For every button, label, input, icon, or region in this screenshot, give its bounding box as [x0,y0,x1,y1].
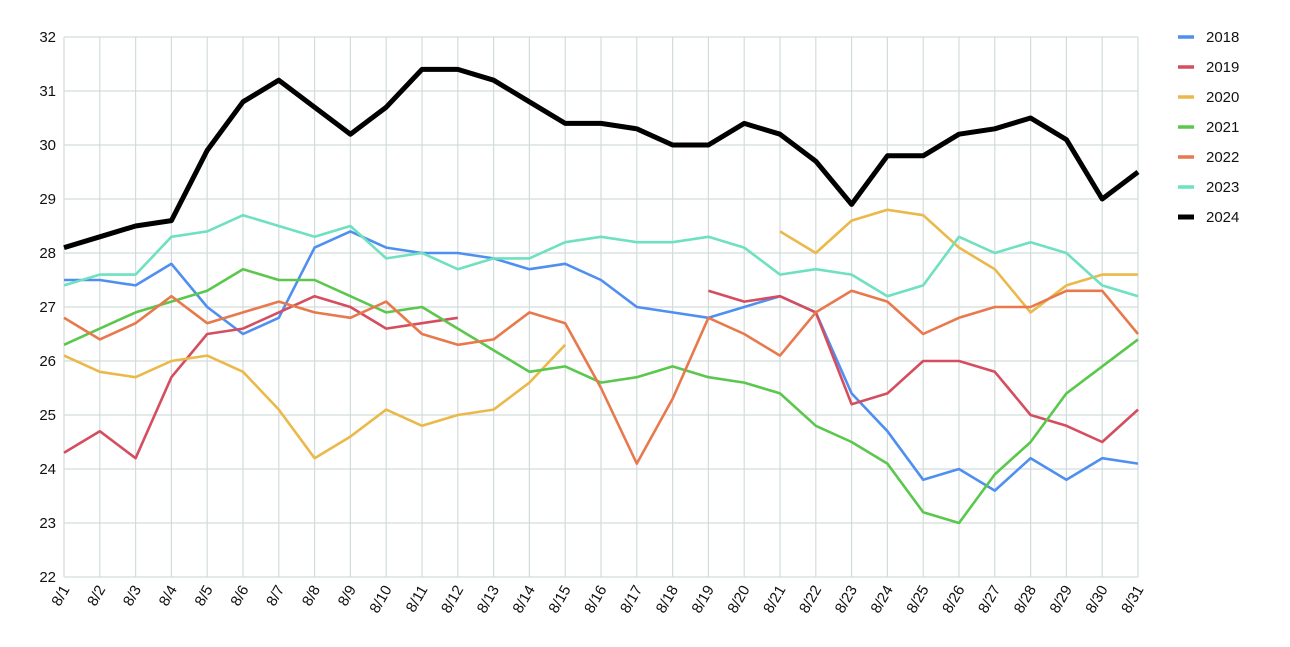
series-line-2023 [63,213,1139,298]
y-axis-ticks: 22 23 24 25 26 27 28 29 30 31 32 [39,29,56,586]
legend-label-2024: 2024 [1206,209,1239,226]
x-tick-label: 8/24 [868,583,897,617]
y-tick-label: 30 [39,137,56,154]
x-tick-label: 8/30 [1082,583,1111,617]
x-tick-label: 8/31 [1118,583,1147,617]
legend-label-2019: 2019 [1206,59,1239,76]
x-tick-label: 8/17 [617,583,646,617]
x-tick-label: 8/7 [263,583,288,610]
y-tick-label: 27 [39,299,56,316]
x-tick-label: 8/1 [48,583,73,610]
legend-label-2021: 2021 [1206,119,1239,136]
x-tick-label: 8/21 [760,583,789,617]
x-tick-label: 8/5 [192,583,217,610]
x-tick-label: 8/12 [438,583,467,617]
x-tick-label: 8/25 [903,583,932,617]
legend-label-2018: 2018 [1206,29,1239,46]
y-tick-label: 23 [39,515,56,532]
x-tick-label: 8/29 [1047,583,1076,617]
series-line-2020 [63,208,1138,460]
legend-label-2022: 2022 [1206,149,1239,166]
x-tick-label: 8/26 [939,583,968,617]
x-tick-label: 8/16 [581,583,610,617]
x-tick-label: 8/27 [975,583,1004,617]
x-tick-label: 8/2 [84,583,109,610]
x-tick-label: 8/13 [474,583,503,617]
x-tick-label: 8/6 [227,583,252,610]
y-tick-label: 32 [39,29,56,46]
x-tick-label: 8/15 [545,583,574,617]
x-tick-label: 8/22 [796,583,825,617]
series-line-2021 [63,267,1139,525]
series-lines [63,66,1140,525]
x-tick-label: 8/4 [156,583,181,610]
x-tick-label: 8/10 [366,583,395,617]
y-tick-label: 31 [39,83,56,100]
x-tick-label: 8/11 [403,583,432,616]
series-line-2024 [63,66,1140,250]
x-tick-label: 8/3 [120,583,145,610]
x-tick-label: 8/8 [299,583,324,610]
x-tick-label: 8/23 [832,583,861,617]
x-axis-ticks: 8/1 8/2 8/3 8/4 8/5 8/6 8/7 8/8 8/9 8/10 8/11 8/12 8… [48,583,1147,617]
x-tick-label: 8/14 [510,583,539,617]
y-tick-label: 28 [39,245,56,262]
x-tick-label: 8/9 [335,583,360,610]
y-tick-label: 29 [39,191,56,208]
legend-label-2020: 2020 [1206,89,1239,106]
series-line-2018 [64,230,1139,492]
y-tick-label: 22 [39,569,56,586]
legend-label-2023: 2023 [1206,179,1239,196]
y-tick-label: 26 [39,353,56,370]
x-tick-label: 8/19 [689,583,718,617]
x-tick-label: 8/18 [653,583,682,617]
series-line-2022 [63,289,1140,465]
legend: 2018 2019 2020 2021 2022 2023 2024 [1178,29,1239,226]
grid-lines [63,36,1139,578]
x-tick-label: 8/28 [1011,583,1040,617]
y-tick-label: 24 [39,461,56,478]
x-tick-label: 8/20 [724,583,753,617]
series-line-2019 [63,289,1139,460]
y-tick-label: 25 [39,407,56,424]
